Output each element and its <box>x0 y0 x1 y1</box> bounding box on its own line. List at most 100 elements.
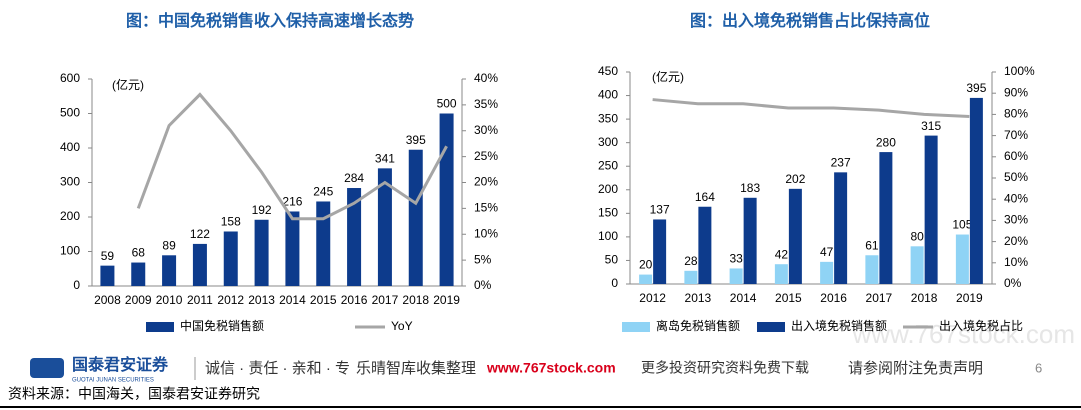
y2-tick-label: 70% <box>1004 128 1028 142</box>
watermark-corner: www.767stock.com <box>851 319 1075 349</box>
y-tick-label: 400 <box>598 88 618 102</box>
y2-tick-label: 20% <box>474 175 498 189</box>
legend-swatch <box>757 322 785 332</box>
y-tick-label: 100 <box>60 244 80 258</box>
y-tick-label: 300 <box>598 135 618 149</box>
bar <box>285 211 300 286</box>
y2-tick-label: 20% <box>1004 234 1028 248</box>
x-tick-label: 2011 <box>187 293 213 307</box>
logo-icon <box>30 358 64 378</box>
bar-value-label: 80 <box>910 229 924 243</box>
x-tick-label: 2013 <box>685 291 712 305</box>
legend-label: 离岛免税销售额 <box>656 318 740 333</box>
motto: 诚信 · 责任 · 亲和 · 专 <box>205 360 350 377</box>
bar <box>192 243 207 286</box>
y-tick-label: 500 <box>60 106 80 120</box>
x-tick-label: 2012 <box>217 293 244 307</box>
y2-tick-label: 80% <box>1004 107 1028 121</box>
company-en: GUOTAI JUNAN SECURITIES <box>72 378 154 384</box>
bar-value-label: 28 <box>684 254 698 268</box>
x-tick-label: 2009 <box>125 293 152 307</box>
bar-value-label: 122 <box>190 227 210 241</box>
bar <box>162 255 177 286</box>
x-tick-label: 2012 <box>639 291 666 305</box>
y2-tick-label: 60% <box>1004 149 1028 163</box>
bar <box>910 246 924 284</box>
legend-label: 出入境免税占比 <box>939 318 1023 333</box>
bar <box>653 219 667 284</box>
legend-label: 出入境免税销售额 <box>791 318 887 333</box>
line-series <box>136 92 448 221</box>
x-tick-label: 2016 <box>820 291 847 305</box>
line-series <box>652 98 970 119</box>
bar <box>639 274 653 284</box>
bar-value-label: 68 <box>132 246 146 260</box>
chart-title: 图：出入境免税销售占比保持高位 <box>690 11 930 30</box>
bar-value-label: 158 <box>221 215 241 229</box>
y2-tick-label: 40% <box>1004 191 1028 205</box>
x-tick-label: 2019 <box>956 291 983 305</box>
legend-label: 中国免税销售额 <box>180 318 264 333</box>
y-tick-label: 250 <box>598 158 618 172</box>
bar <box>955 234 969 284</box>
x-tick-label: 2018 <box>911 291 938 305</box>
bar <box>729 268 743 284</box>
chart-title: 图：中国免税销售收入保持高速增长态势 <box>126 11 414 30</box>
bar <box>834 172 848 284</box>
bar <box>408 149 423 286</box>
bar <box>316 201 331 286</box>
bar-value-label: 237 <box>831 156 851 170</box>
unit-label: (亿元) <box>652 69 684 84</box>
company: 国泰君安证券 <box>72 355 169 374</box>
x-tick-label: 2015 <box>775 291 802 305</box>
bar-value-label: 395 <box>966 81 986 95</box>
legend-swatch <box>146 322 174 332</box>
bar <box>684 270 698 284</box>
legend-swatch <box>622 322 650 332</box>
y2-tick-label: 10% <box>1004 255 1028 269</box>
bar <box>743 197 757 284</box>
y2-tick-label: 30% <box>474 123 498 137</box>
y-tick-label: 0 <box>73 278 80 292</box>
y2-tick-label: 25% <box>474 149 498 163</box>
legend-label: YoY <box>391 319 413 333</box>
x-tick-label: 2017 <box>372 293 399 307</box>
y2-tick-label: 35% <box>474 97 498 111</box>
bar-value-label: 33 <box>729 252 743 266</box>
bar <box>347 188 362 286</box>
bar-value-label: 315 <box>921 119 941 133</box>
bar-value-label: 47 <box>820 245 834 259</box>
y2-tick-label: 10% <box>474 226 498 240</box>
y2-tick-label: 0% <box>474 278 492 292</box>
bar-value-label: 105 <box>952 218 972 232</box>
unit-label: (亿元) <box>112 77 144 92</box>
bar <box>223 231 238 286</box>
y-tick-label: 400 <box>60 140 80 154</box>
x-tick-label: 2019 <box>433 293 460 307</box>
page-number: 6 <box>1035 360 1042 375</box>
site: www.767stock.com <box>486 360 616 376</box>
bar-value-label: 61 <box>865 238 879 252</box>
y-tick-label: 350 <box>598 111 618 125</box>
y-tick-label: 50 <box>605 253 619 267</box>
bar-value-label: 183 <box>740 181 760 195</box>
bar-value-label: 89 <box>162 238 176 252</box>
source: 资料来源：中国海关，国泰君安证券研究 <box>8 386 260 402</box>
x-tick-label: 2014 <box>279 293 306 307</box>
y2-tick-label: 40% <box>474 71 498 85</box>
site-note: 更多投资研究资料免费下载 <box>641 360 809 376</box>
y2-tick-label: 5% <box>474 252 492 266</box>
x-tick-label: 2015 <box>310 293 337 307</box>
x-tick-label: 2016 <box>341 293 368 307</box>
bar <box>100 265 115 286</box>
x-tick-label: 2008 <box>94 293 121 307</box>
y-tick-label: 300 <box>60 175 80 189</box>
y-tick-label: 450 <box>598 64 618 78</box>
bar-value-label: 341 <box>375 152 395 166</box>
x-tick-label: 2017 <box>866 291 893 305</box>
bar-value-label: 284 <box>344 171 364 185</box>
y-tick-label: 200 <box>598 182 618 196</box>
y-tick-label: 600 <box>60 71 80 85</box>
y2-tick-label: 90% <box>1004 85 1028 99</box>
